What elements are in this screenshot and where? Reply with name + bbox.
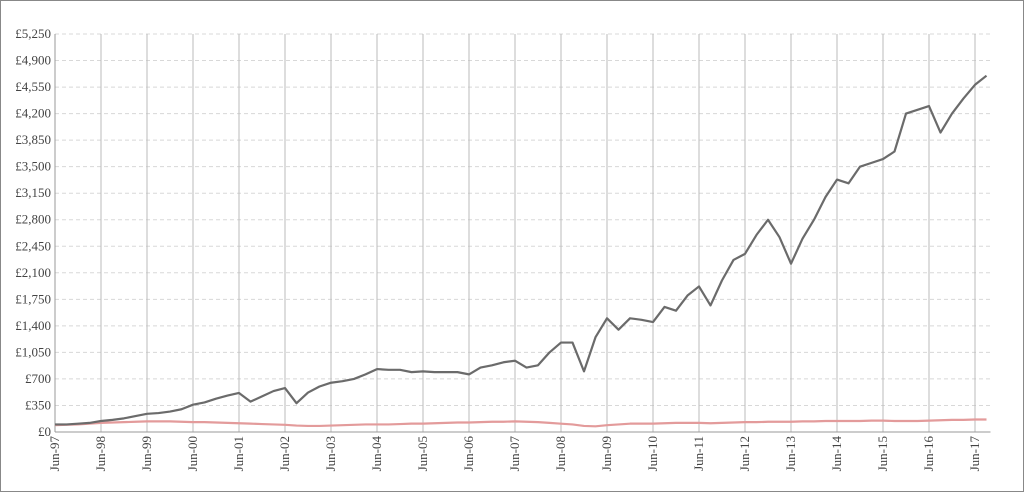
x-tick-label: Jun-98	[93, 436, 108, 471]
y-tick-label: £1,750	[15, 291, 51, 306]
x-tick-label: Jun-09	[599, 436, 614, 471]
x-tick-label: Jun-06	[461, 436, 476, 472]
x-tick-label: Jun-17	[967, 436, 982, 472]
y-tick-label: £2,100	[15, 265, 51, 280]
y-tick-label: £4,900	[15, 53, 51, 68]
y-tick-label: £1,400	[15, 318, 51, 333]
y-tick-label: £1,050	[15, 344, 51, 359]
x-tick-label: Jun-04	[369, 436, 384, 472]
x-tick-label: Jun-01	[231, 436, 246, 471]
y-tick-label: £2,800	[15, 212, 51, 227]
y-tick-label: £2,450	[15, 238, 51, 253]
x-tick-label: Jun-10	[645, 436, 660, 471]
x-tick-label: Jun-05	[415, 436, 430, 471]
x-tick-label: Jun-11	[691, 436, 706, 471]
x-tick-label: Jun-08	[553, 436, 568, 471]
y-tick-label: £5,250	[15, 26, 51, 41]
x-tick-label: Jun-00	[185, 436, 200, 471]
y-tick-label: £4,200	[15, 106, 51, 121]
y-tick-label: £700	[25, 371, 51, 386]
y-tick-label: £4,550	[15, 79, 51, 94]
y-tick-label: £3,850	[15, 132, 51, 147]
x-tick-label: Jun-12	[737, 436, 752, 471]
y-tick-label: £350	[25, 397, 51, 412]
y-tick-label: £0	[38, 424, 51, 439]
x-tick-label: Jun-16	[921, 436, 936, 472]
x-tick-label: Jun-97	[47, 436, 62, 472]
x-tick-label: Jun-14	[829, 436, 844, 472]
line-series	[54, 418, 987, 428]
y-tick-label: £3,150	[15, 185, 51, 200]
x-tick-label: Jun-13	[783, 436, 798, 471]
x-tick-label: Jun-15	[875, 436, 890, 471]
x-tick-label: Jun-07	[507, 436, 522, 472]
x-tick-label: Jun-02	[277, 436, 292, 471]
line-series	[55, 74, 988, 426]
y-tick-label: £3,500	[15, 159, 51, 174]
x-tick-label: Jun-99	[139, 436, 154, 471]
x-tick-label: Jun-03	[323, 436, 338, 471]
